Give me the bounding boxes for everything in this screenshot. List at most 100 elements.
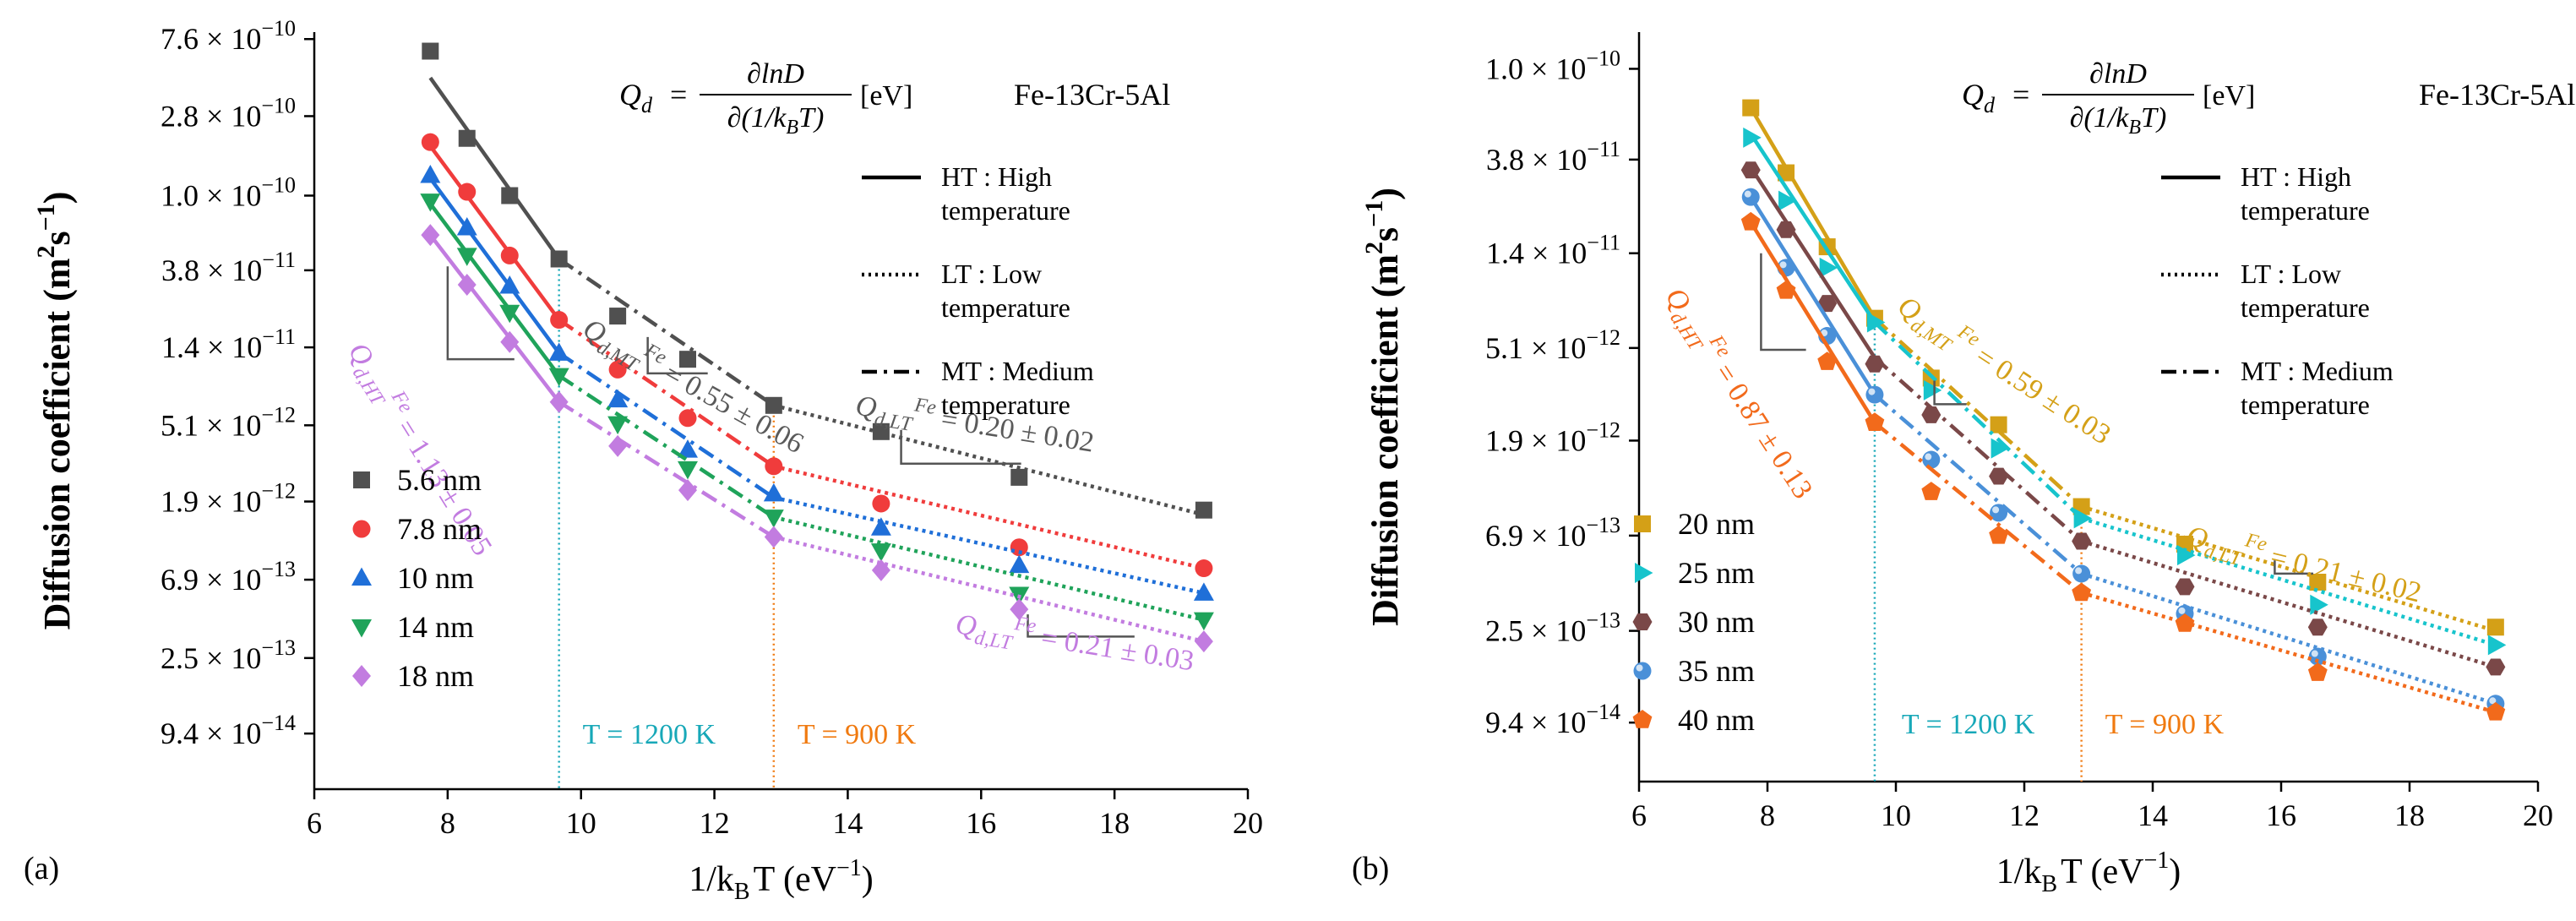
text-part: d,MT [1906,314,1956,357]
legend-label: 30 nm [1678,605,1755,639]
text-part: d [641,93,653,117]
lt-fit-line [773,495,1205,596]
y-tick-label: 1.9 × 10−12 [1485,417,1620,457]
legend-item: 25 nm [1635,556,1755,590]
legend-item: 40 nm [1632,703,1755,737]
formula-unit: [eV] [2203,80,2255,112]
diamond-marker [1010,598,1029,621]
mt-fit-line [558,400,776,539]
triangle-up-marker [870,517,891,536]
x-tick-label: 6 [1631,798,1647,832]
slope-triangle [1027,614,1135,638]
triangle-up-marker [678,439,698,458]
triangle-up-marker [420,165,441,183]
circle-marker [500,246,519,264]
mt-fit-line [558,373,776,520]
y-tick-exponent: −14 [261,711,296,735]
legend-item: 7.8 nm [352,512,482,546]
legend-item: 20 nm [1634,507,1755,541]
triangle-down-marker [763,510,784,528]
y-tick-label: 6.9 × 10−13 [161,557,296,597]
series-7.8nm [421,133,1213,578]
legend-label: 14 nm [397,610,474,644]
text-part: Q [853,390,879,424]
x-tick-label: 14 [832,806,863,840]
text-part: −1 [2143,847,2169,874]
pentagon-marker [1817,352,1838,370]
text-part: ) [2169,853,2181,891]
text-part: Q [953,608,978,642]
sphere-marker [2072,564,2091,583]
series-18nm [421,224,1213,653]
text-part: d,LT [2202,540,2245,570]
triangle-up-marker [548,342,569,361]
hexagon-marker [2486,658,2506,676]
y-tick-mantissa: 5.1 × 10 [1485,331,1586,365]
y-tick-mantissa: 1.9 × 10 [161,485,261,519]
style-legend-label: temperature [2241,390,2370,420]
text-part: d,LT [973,627,1015,655]
x-tick-label: 6 [307,806,322,840]
style-legend-label: temperature [941,195,1070,226]
circle-marker [765,457,783,476]
diamond-marker [764,526,783,548]
ht-fit-line [428,177,561,355]
triangle-right-marker [2310,594,2328,615]
legend-label: 35 nm [1678,654,1755,688]
text-part: s [36,231,78,245]
style-legend-label: LT : Low [941,259,1042,289]
series-20nm [1742,99,2504,636]
triangle-right-marker [1991,438,2010,459]
legend-label: 7.8 nm [397,512,482,546]
sphere-marker [1633,662,1652,680]
formula-numerator: ∂lnD [2089,58,2147,90]
temperature-label: T = 1200 K [1902,709,2035,740]
chart-panel-b: 6 8 10 12 14 16 18 201.0 × 10−103.8 × 10−111.4 … [1352,32,2575,897]
style-legend-label: temperature [2241,195,2370,226]
y-tick-exponent: −12 [261,402,296,427]
x-tick-label: 14 [2138,798,2168,832]
text-part: 2 [32,245,60,258]
square-marker [550,250,568,268]
diamond-marker [871,559,890,581]
style-legend-label: HT : High [941,161,1052,192]
y-tick-label: 7.6 × 10−10 [161,16,296,56]
ht-fit-line [1749,133,1876,324]
mt-fit-line [558,318,776,468]
material-label: Fe-13Cr-5Al [2419,78,2575,112]
text-part: −1 [1360,200,1388,227]
ht-fit-line [1749,221,1876,424]
pentagon-marker [1740,211,1761,231]
text-part: Fe [2242,529,2269,556]
diamond-marker [1194,630,1213,653]
style-legend-label: MT : Medium [941,356,1094,386]
triangle-down-marker [607,416,629,435]
square-marker [872,422,890,440]
pentagon-marker [1989,525,2009,544]
formula-equals: = [2012,78,2029,112]
square-marker [1990,416,2007,433]
square-marker [353,471,370,488]
diamond-marker [608,434,628,457]
square-marker [2486,619,2504,636]
text-part: 1/k [689,860,734,899]
slope-annotation: Qd,LTFe = 0.21 ± 0.02 [2181,515,2426,614]
slope-annotation: Qd,LTFe = 0.21 ± 0.03 [952,603,1196,683]
mt-fit-line [1873,356,2083,543]
y-tick-mantissa: 2.5 × 10 [161,641,261,675]
text-part: T) [2141,102,2166,134]
y-tick-label: 3.8 × 10−11 [161,248,296,287]
slope-triangle [1760,253,1806,352]
pentagon-marker [2072,582,2092,602]
style-legend-item: MT : Medium temperature [2161,356,2394,420]
triangle-right-marker [1635,563,1653,583]
y-tick-label: 1.4 × 10−11 [1486,231,1620,270]
sphere-highlight [1992,506,2000,514]
y-tick-mantissa: 7.6 × 10 [161,22,261,56]
y-tick-label: 1.9 × 10−12 [161,479,296,519]
sphere-highlight [2311,650,2318,657]
triangle-right-marker [1923,379,1942,401]
triangle-down-marker [870,543,891,562]
